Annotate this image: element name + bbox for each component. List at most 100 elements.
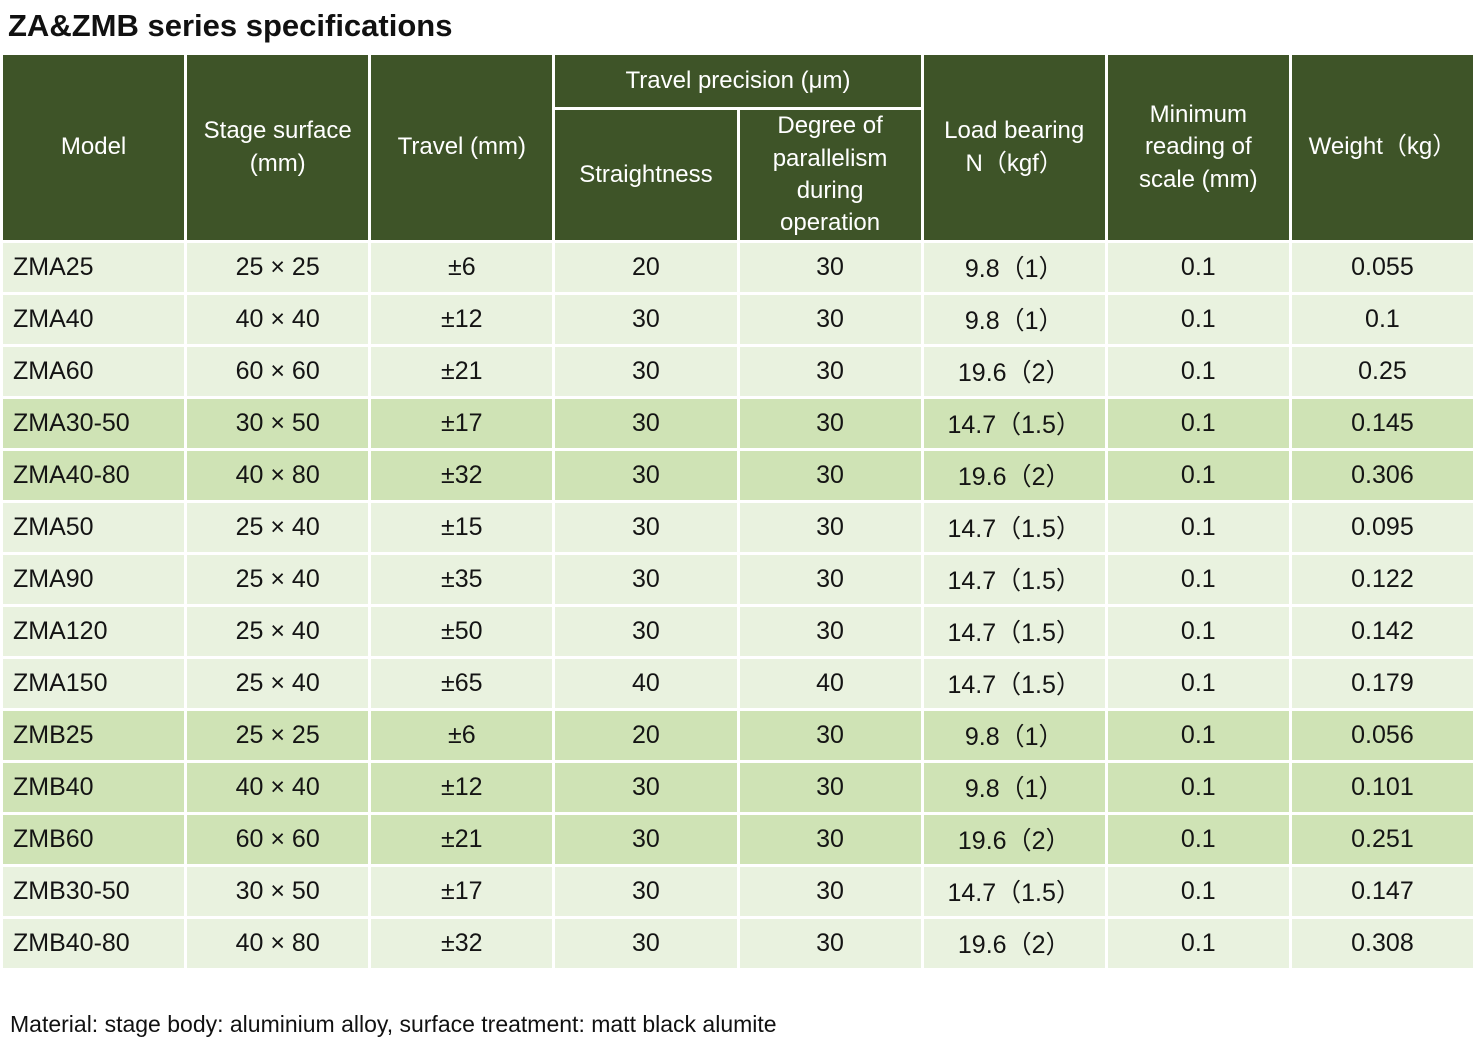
parallelism-cell: 30: [736, 551, 924, 607]
travel-cell: ±6: [368, 239, 556, 295]
model-cell: ZMA90: [0, 551, 188, 607]
model-cell: ZMB25: [0, 707, 188, 763]
straightness-cell: 30: [552, 291, 740, 347]
parallelism-cell: 30: [736, 915, 924, 971]
table-row: ZMA50 25 × 40 ±15 30 30 14.7（1.5） 0.1 0.…: [0, 499, 1476, 555]
stage-surface-cell: 40 × 40: [184, 291, 372, 347]
table-row: ZMA30-50 30 × 50 ±17 30 30 14.7（1.5） 0.1…: [0, 395, 1476, 451]
stage-surface-cell: 25 × 40: [184, 551, 372, 607]
straightness-cell: 30: [552, 343, 740, 399]
straightness-cell: 20: [552, 239, 740, 295]
travel-cell: ±21: [368, 343, 556, 399]
travel-cell: ±32: [368, 915, 556, 971]
table-row: ZMA40 40 × 40 ±12 30 30 9.8（1） 0.1 0.1: [0, 291, 1476, 347]
weight-cell: 0.145: [1288, 395, 1476, 451]
min-reading-cell: 0.1: [1104, 915, 1292, 971]
header-load-bearing: Load bearing N（kgf）: [920, 52, 1108, 243]
load-bearing-cell: 9.8（1）: [920, 759, 1108, 815]
min-reading-cell: 0.1: [1104, 343, 1292, 399]
stage-surface-cell: 25 × 40: [184, 655, 372, 711]
weight-cell: 0.055: [1288, 239, 1476, 295]
parallelism-cell: 30: [736, 499, 924, 555]
model-cell: ZMA25: [0, 239, 188, 295]
parallelism-cell: 30: [736, 239, 924, 295]
table-row: ZMA150 25 × 40 ±65 40 40 14.7（1.5） 0.1 0…: [0, 655, 1476, 711]
min-reading-cell: 0.1: [1104, 239, 1292, 295]
model-cell: ZMB40: [0, 759, 188, 815]
straightness-cell: 30: [552, 395, 740, 451]
straightness-cell: 30: [552, 447, 740, 503]
min-reading-cell: 0.1: [1104, 395, 1292, 451]
min-reading-cell: 0.1: [1104, 863, 1292, 919]
weight-cell: 0.147: [1288, 863, 1476, 919]
specifications-table: Model Stage surface (mm) Travel (mm) Tra…: [0, 52, 1476, 971]
header-model: Model: [0, 52, 188, 243]
travel-cell: ±17: [368, 863, 556, 919]
travel-cell: ±17: [368, 395, 556, 451]
table-body: ZMA25 25 × 25 ±6 20 30 9.8（1） 0.1 0.055 …: [0, 239, 1476, 971]
header-min-reading: Minimum reading of scale (mm): [1104, 52, 1292, 243]
weight-cell: 0.179: [1288, 655, 1476, 711]
table-row: ZMA90 25 × 40 ±35 30 30 14.7（1.5） 0.1 0.…: [0, 551, 1476, 607]
stage-surface-cell: 30 × 50: [184, 863, 372, 919]
parallelism-cell: 40: [736, 655, 924, 711]
stage-surface-cell: 30 × 50: [184, 395, 372, 451]
weight-cell: 0.306: [1288, 447, 1476, 503]
header-travel: Travel (mm): [368, 52, 556, 243]
model-cell: ZMA30-50: [0, 395, 188, 451]
straightness-cell: 30: [552, 811, 740, 867]
model-cell: ZMB30-50: [0, 863, 188, 919]
load-bearing-cell: 9.8（1）: [920, 707, 1108, 763]
material-note: Material: stage body: aluminium alloy, s…: [10, 1010, 777, 1037]
min-reading-cell: 0.1: [1104, 811, 1292, 867]
load-bearing-cell: 14.7（1.5）: [920, 655, 1108, 711]
load-bearing-cell: 14.7（1.5）: [920, 603, 1108, 659]
straightness-cell: 30: [552, 915, 740, 971]
load-bearing-cell: 14.7（1.5）: [920, 499, 1108, 555]
model-cell: ZMA120: [0, 603, 188, 659]
stage-surface-cell: 25 × 25: [184, 239, 372, 295]
weight-cell: 0.122: [1288, 551, 1476, 607]
min-reading-cell: 0.1: [1104, 603, 1292, 659]
straightness-cell: 30: [552, 759, 740, 815]
model-cell: ZMA40: [0, 291, 188, 347]
header-stage-surface: Stage surface (mm): [184, 52, 372, 243]
stage-surface-cell: 60 × 60: [184, 811, 372, 867]
travel-cell: ±65: [368, 655, 556, 711]
parallelism-cell: 30: [736, 447, 924, 503]
load-bearing-cell: 19.6（2）: [920, 811, 1108, 867]
straightness-cell: 30: [552, 603, 740, 659]
min-reading-cell: 0.1: [1104, 499, 1292, 555]
travel-cell: ±50: [368, 603, 556, 659]
stage-surface-cell: 40 × 80: [184, 447, 372, 503]
min-reading-cell: 0.1: [1104, 291, 1292, 347]
load-bearing-cell: 9.8（1）: [920, 239, 1108, 295]
table-row: ZMB60 60 × 60 ±21 30 30 19.6（2） 0.1 0.25…: [0, 811, 1476, 867]
load-bearing-cell: 19.6（2）: [920, 447, 1108, 503]
load-bearing-cell: 19.6（2）: [920, 343, 1108, 399]
travel-cell: ±15: [368, 499, 556, 555]
stage-surface-cell: 40 × 80: [184, 915, 372, 971]
table-row: ZMA25 25 × 25 ±6 20 30 9.8（1） 0.1 0.055: [0, 239, 1476, 295]
header-travel-precision-group: Travel precision (μm): [552, 52, 924, 111]
model-cell: ZMB60: [0, 811, 188, 867]
load-bearing-cell: 9.8（1）: [920, 291, 1108, 347]
straightness-cell: 20: [552, 707, 740, 763]
model-cell: ZMA60: [0, 343, 188, 399]
travel-cell: ±6: [368, 707, 556, 763]
header-straightness: Straightness: [552, 107, 740, 243]
travel-cell: ±32: [368, 447, 556, 503]
parallelism-cell: 30: [736, 759, 924, 815]
model-cell: ZMB40-80: [0, 915, 188, 971]
table-row: ZMB25 25 × 25 ±6 20 30 9.8（1） 0.1 0.056: [0, 707, 1476, 763]
load-bearing-cell: 19.6（2）: [920, 915, 1108, 971]
table-row: ZMA120 25 × 40 ±50 30 30 14.7（1.5） 0.1 0…: [0, 603, 1476, 659]
table-row: ZMB40 40 × 40 ±12 30 30 9.8（1） 0.1 0.101: [0, 759, 1476, 815]
stage-surface-cell: 60 × 60: [184, 343, 372, 399]
straightness-cell: 30: [552, 499, 740, 555]
weight-cell: 0.101: [1288, 759, 1476, 815]
straightness-cell: 30: [552, 551, 740, 607]
parallelism-cell: 30: [736, 707, 924, 763]
travel-cell: ±35: [368, 551, 556, 607]
travel-cell: ±12: [368, 759, 556, 815]
